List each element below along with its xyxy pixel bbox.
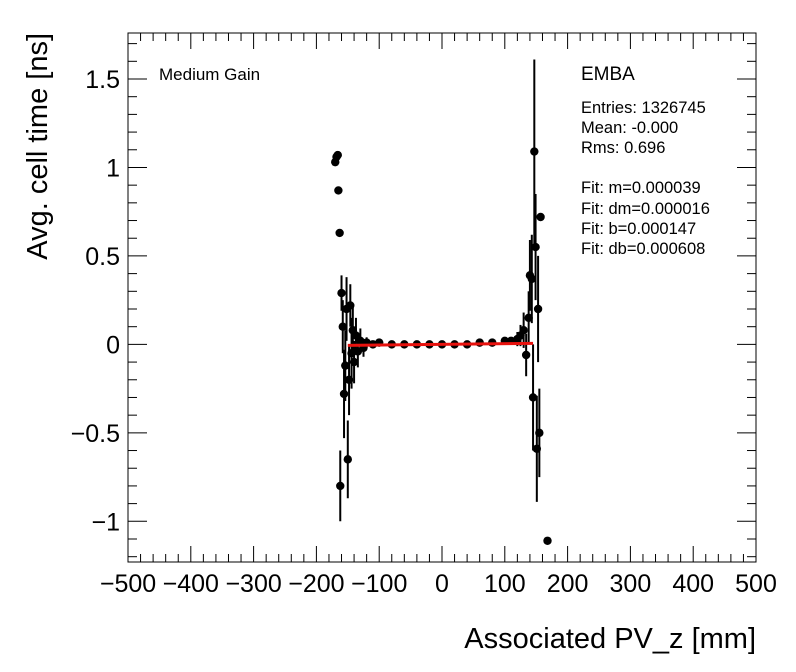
data-point bbox=[336, 481, 345, 491]
data-point bbox=[535, 428, 544, 438]
x-tick-label: 300 bbox=[610, 570, 652, 598]
x-tick-label: 200 bbox=[547, 570, 589, 598]
x-tick-label: −500 bbox=[100, 570, 156, 598]
fit-b: Fit: b=0.000147 bbox=[581, 220, 696, 238]
y-tick-label: 1 bbox=[106, 154, 120, 182]
y-axis-tick-labels: −1 −0.5 0 0.5 1 1.5 bbox=[71, 66, 120, 536]
fit-line bbox=[347, 341, 534, 347]
data-point bbox=[335, 228, 344, 238]
x-tick-label: 500 bbox=[735, 570, 777, 598]
data-point bbox=[519, 326, 528, 335]
x-tick-label: −300 bbox=[225, 570, 281, 598]
x-tick-label: −100 bbox=[351, 570, 407, 598]
y-tick-label: 0.5 bbox=[85, 243, 120, 271]
data-point bbox=[530, 147, 539, 156]
data-point bbox=[337, 288, 346, 298]
data-point bbox=[338, 322, 347, 331]
x-axis-ticks bbox=[127, 33, 757, 562]
data-point bbox=[341, 361, 350, 370]
y-tick-label: −1 bbox=[91, 508, 120, 536]
data-point bbox=[333, 150, 342, 160]
data-point bbox=[334, 186, 343, 195]
data-point bbox=[343, 455, 352, 464]
data-point bbox=[349, 357, 359, 367]
y-axis-ticks bbox=[128, 43, 756, 558]
x-tick-label: 400 bbox=[672, 570, 714, 598]
data-point bbox=[339, 389, 349, 399]
x-tick-label: −400 bbox=[163, 570, 219, 598]
data-point bbox=[543, 536, 552, 545]
data-point bbox=[524, 313, 533, 323]
data-point bbox=[528, 393, 538, 402]
data-point bbox=[527, 274, 537, 284]
fit-dm: Fit: dm=0.000016 bbox=[581, 200, 710, 218]
fit-layer bbox=[347, 341, 534, 347]
x-tick-label: 100 bbox=[484, 570, 526, 598]
fit-db: Fit: db=0.000608 bbox=[581, 240, 705, 258]
y-tick-label: 0 bbox=[106, 331, 120, 359]
y-tick-label: −0.5 bbox=[71, 420, 120, 448]
x-axis-tick-labels: −500 −400 −300 −200 −100 0 100 200 300 400 500 bbox=[100, 570, 777, 598]
y-tick-label: 1.5 bbox=[85, 66, 120, 94]
y-axis-title: Avg. cell time [ns] bbox=[22, 33, 54, 260]
x-tick-label: −200 bbox=[288, 570, 344, 598]
data-point bbox=[536, 212, 545, 222]
data-point bbox=[521, 350, 531, 360]
x-axis-title: Associated PV_z [mm] bbox=[464, 623, 756, 655]
data-point bbox=[533, 304, 543, 314]
stat-entries: Entries: 1326745 bbox=[581, 99, 706, 117]
fit-m: Fit: m=0.000039 bbox=[581, 179, 701, 197]
partition-label: EMBA bbox=[581, 64, 635, 85]
data-layer bbox=[331, 59, 552, 545]
gain-label: Medium Gain bbox=[159, 65, 260, 84]
stat-mean: Mean: -0.000 bbox=[581, 119, 678, 137]
stat-rms: Rms: 0.696 bbox=[581, 139, 665, 157]
x-tick-label: 0 bbox=[435, 570, 449, 598]
data-point bbox=[531, 242, 540, 252]
